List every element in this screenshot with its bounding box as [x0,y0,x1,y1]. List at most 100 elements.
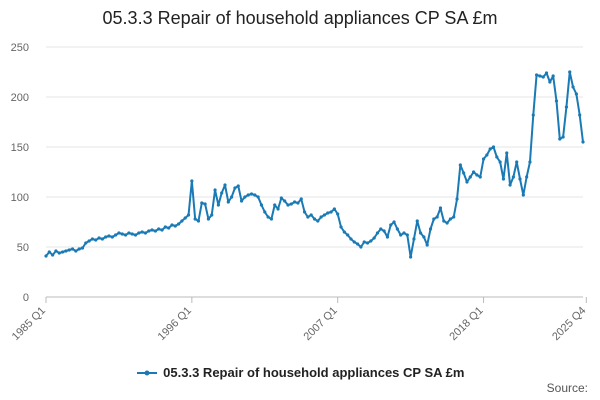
data-point[interactable] [220,191,224,195]
series-line[interactable] [45,71,584,258]
legend[interactable]: 05.3.3 Repair of household appliances CP… [0,364,600,380]
data-point[interactable] [558,137,562,141]
data-point[interactable] [100,237,104,241]
data-point[interactable] [505,151,509,155]
data-point[interactable] [183,216,187,220]
data-point[interactable] [269,217,274,221]
data-point[interactable] [541,75,545,79]
data-point[interactable] [213,188,217,192]
data-point[interactable] [286,203,290,207]
data-point[interactable] [395,227,399,231]
data-point[interactable] [110,235,114,239]
data-point[interactable] [163,225,167,229]
data-point[interactable] [551,74,555,78]
data-point[interactable] [445,221,449,225]
data-point[interactable] [263,210,267,214]
data-point[interactable] [296,201,300,205]
data-point[interactable] [501,177,506,181]
data-point[interactable] [346,233,350,237]
data-point[interactable] [243,195,247,199]
data-point[interactable] [173,224,177,228]
data-point[interactable] [80,246,85,250]
data-point[interactable] [352,240,356,244]
data-point[interactable] [525,175,529,179]
data-point[interactable] [571,85,575,89]
data-point[interactable] [515,160,519,164]
data-point[interactable] [47,250,51,254]
data-point[interactable] [249,192,254,196]
data-point[interactable] [329,210,333,214]
data-point[interactable] [200,201,204,205]
data-point[interactable] [160,228,164,232]
data-point[interactable] [418,231,423,235]
data-point[interactable] [574,92,578,96]
data-point[interactable] [372,236,376,240]
data-point[interactable] [422,235,426,239]
data-point[interactable] [438,206,443,210]
data-point[interactable] [342,230,346,234]
data-point[interactable] [117,231,121,235]
data-point[interactable] [455,197,459,201]
data-point[interactable] [302,210,307,214]
data-point[interactable] [511,175,515,179]
data-point[interactable] [435,215,439,219]
data-point[interactable] [508,183,512,187]
data-point[interactable] [498,160,502,164]
data-point[interactable] [90,237,95,241]
data-point[interactable] [379,227,383,231]
data-point[interactable] [568,70,572,74]
data-point[interactable] [534,73,539,77]
data-point[interactable] [190,179,194,183]
data-point[interactable] [554,99,559,103]
data-point[interactable] [253,193,257,197]
data-point[interactable] [462,171,466,175]
data-point[interactable] [196,219,201,223]
data-point[interactable] [54,249,58,253]
data-point[interactable] [336,212,340,216]
data-point[interactable] [326,211,330,215]
data-point[interactable] [74,249,78,253]
data-point[interactable] [180,219,184,223]
data-point[interactable] [359,245,363,249]
data-point[interactable] [405,233,409,237]
data-point[interactable] [389,223,393,227]
data-point[interactable] [84,241,88,245]
data-point[interactable] [170,223,174,227]
data-point[interactable] [137,231,141,235]
data-point[interactable] [518,177,522,181]
data-point[interactable] [140,230,144,234]
data-point[interactable] [167,226,171,230]
data-point[interactable] [279,196,283,200]
data-point[interactable] [564,105,569,109]
data-point[interactable] [193,217,197,221]
data-point[interactable] [531,113,535,117]
data-point[interactable] [150,228,154,232]
data-point[interactable] [293,200,297,204]
data-point[interactable] [216,203,220,207]
data-point[interactable] [375,231,380,235]
data-point[interactable] [133,233,138,237]
data-point[interactable] [521,193,525,197]
data-point[interactable] [153,229,157,233]
data-point[interactable] [210,213,214,217]
data-point[interactable] [332,207,336,211]
data-point[interactable] [114,233,118,237]
data-point[interactable] [365,241,370,245]
data-point[interactable] [104,235,108,239]
data-point[interactable] [475,173,479,177]
data-point[interactable] [465,180,469,184]
data-point[interactable] [97,236,101,240]
data-point[interactable] [409,255,413,259]
data-point[interactable] [259,203,264,207]
data-point[interactable] [289,202,293,206]
data-point[interactable] [203,202,207,206]
data-point[interactable] [176,222,181,226]
data-point[interactable] [362,240,366,244]
data-point[interactable] [273,203,277,207]
data-point[interactable] [51,253,55,257]
data-point[interactable] [147,229,151,233]
data-point[interactable] [226,200,230,204]
data-point[interactable] [392,220,396,224]
data-point[interactable] [458,163,462,167]
data-point[interactable] [339,225,343,229]
